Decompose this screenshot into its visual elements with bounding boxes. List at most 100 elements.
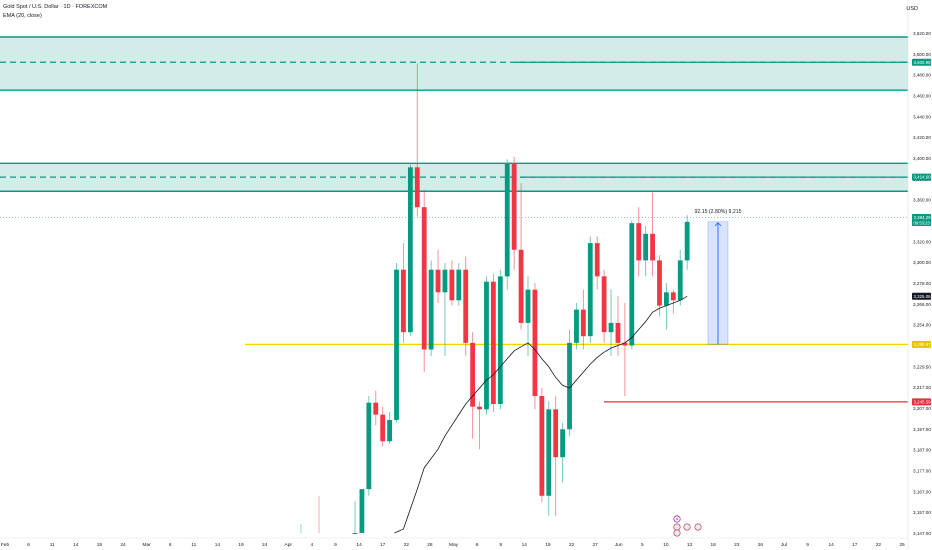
us-flag-event-icon[interactable]	[694, 523, 702, 531]
candle-body[interactable]	[463, 269, 469, 343]
candle[interactable]	[601, 269, 607, 343]
candle[interactable]	[428, 260, 434, 357]
candle-body[interactable]	[421, 207, 427, 350]
time-axis[interactable]: Feb 6 11 14 19 24 Mar 6 11 14 19 24 Apr 4 9 14 17 22 28 May…	[0, 537, 908, 548]
candle-body[interactable]	[677, 260, 683, 301]
candle[interactable]	[442, 263, 448, 357]
candle[interactable]	[477, 401, 482, 450]
candle-body[interactable]	[407, 167, 413, 333]
candle[interactable]	[504, 159, 510, 290]
candle-body[interactable]	[504, 163, 510, 277]
candle-body[interactable]	[629, 223, 635, 346]
candle-body[interactable]	[414, 167, 420, 208]
candle[interactable]	[491, 273, 496, 412]
measure-layer[interactable]: 92.15 (2.80%) 9,215	[694, 209, 742, 345]
candle-body[interactable]	[366, 402, 372, 490]
candle-body[interactable]	[428, 269, 434, 350]
candle-body[interactable]	[601, 276, 607, 333]
candle[interactable]	[421, 189, 427, 373]
candle[interactable]	[497, 269, 503, 410]
candle[interactable]	[366, 396, 372, 496]
candle[interactable]	[643, 225, 649, 277]
ema-line[interactable]	[394, 295, 688, 534]
candle[interactable]	[407, 164, 413, 337]
candle[interactable]	[587, 236, 593, 343]
candle-body[interactable]	[567, 342, 572, 430]
candle-body[interactable]	[449, 269, 455, 301]
price-axis[interactable]: 3,520.00 3,500.00 3,480.00 3,460.00 3,440.00…	[907, 0, 931, 550]
candle[interactable]	[470, 332, 476, 439]
candle-body[interactable]	[657, 260, 662, 306]
candle-body[interactable]	[352, 533, 358, 534]
us-flag-event-icon[interactable]	[673, 523, 681, 531]
candle-body[interactable]	[380, 414, 386, 442]
candle[interactable]	[401, 243, 406, 343]
candle-body[interactable]	[491, 281, 496, 405]
candle-body[interactable]	[435, 269, 441, 293]
candle[interactable]	[636, 207, 642, 277]
candle[interactable]	[657, 255, 662, 317]
candle-body[interactable]	[670, 292, 676, 301]
candle[interactable]	[670, 289, 676, 314]
candle[interactable]	[560, 422, 565, 483]
candle[interactable]	[622, 302, 628, 397]
candle[interactable]	[580, 289, 586, 350]
candle[interactable]	[664, 283, 669, 330]
candle-body[interactable]	[525, 289, 531, 323]
events-layer[interactable]	[673, 515, 702, 537]
candle-body[interactable]	[442, 269, 448, 293]
us-flag-event-icon[interactable]	[673, 529, 681, 537]
candle-body[interactable]	[608, 322, 614, 333]
candle-body[interactable]	[511, 163, 517, 250]
candle[interactable]	[518, 183, 524, 330]
candle[interactable]	[546, 401, 552, 516]
candle-body[interactable]	[477, 406, 482, 410]
candle-body[interactable]	[684, 221, 690, 261]
us-flag-event-icon[interactable]	[683, 523, 691, 531]
candle[interactable]	[677, 249, 683, 306]
candle[interactable]	[359, 489, 365, 533]
candle-body[interactable]	[359, 489, 365, 533]
candle[interactable]	[380, 406, 386, 447]
candle-body[interactable]	[532, 289, 538, 397]
candle[interactable]	[449, 260, 455, 306]
candle[interactable]	[352, 501, 358, 534]
candle[interactable]	[684, 215, 690, 270]
candle-body[interactable]	[484, 281, 489, 410]
candle-body[interactable]	[539, 396, 545, 496]
candle[interactable]	[539, 388, 545, 503]
candle[interactable]	[650, 192, 655, 277]
candle-body[interactable]	[553, 409, 559, 458]
candle[interactable]	[511, 156, 517, 270]
candle-body[interactable]	[401, 269, 406, 333]
candle-body[interactable]	[497, 276, 503, 405]
candle[interactable]	[463, 256, 469, 357]
candle[interactable]	[373, 390, 379, 426]
candle-body[interactable]	[580, 309, 586, 337]
candle-body[interactable]	[594, 243, 600, 277]
upper-supply-zone[interactable]	[0, 36, 908, 91]
candle[interactable]	[615, 296, 621, 357]
symbol-title[interactable]: Gold Spot / U.S. Dollar · 1D · FOREXCOM	[3, 4, 108, 10]
candle-body[interactable]	[615, 322, 621, 343]
candle[interactable]	[629, 220, 635, 350]
candle-body[interactable]	[650, 233, 655, 261]
candle[interactable]	[414, 63, 420, 217]
candle-body[interactable]	[518, 249, 524, 323]
candle[interactable]	[387, 411, 392, 444]
candle-body[interactable]	[456, 269, 462, 301]
candle[interactable]	[594, 236, 600, 290]
candle[interactable]	[553, 396, 559, 516]
candle[interactable]	[435, 249, 441, 303]
candle-body[interactable]	[373, 402, 379, 415]
candle-body[interactable]	[643, 233, 649, 261]
candle[interactable]	[567, 329, 572, 436]
candle[interactable]	[394, 263, 399, 423]
candle[interactable]	[532, 283, 538, 410]
candle-body[interactable]	[664, 292, 669, 306]
candle[interactable]	[608, 289, 614, 357]
candle-body[interactable]	[636, 223, 642, 261]
candle-body[interactable]	[546, 409, 552, 496]
